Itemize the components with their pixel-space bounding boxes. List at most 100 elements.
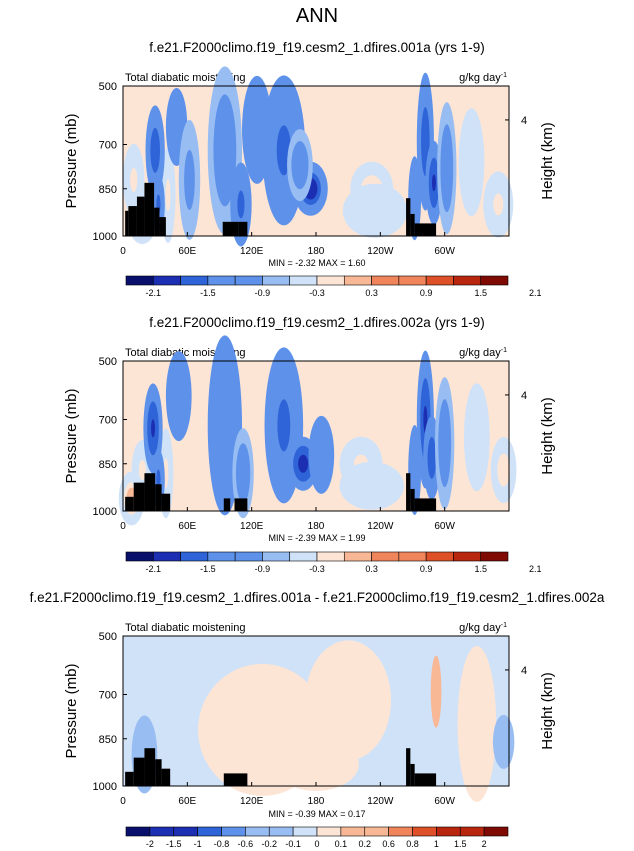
colorbar-swatch [480,275,509,286]
colorbar-swatch [292,826,318,837]
colorbar-label: 1.5 [474,288,487,298]
field-contour [342,183,408,238]
y-tick-label: 500 [99,81,117,93]
topography-block [154,207,160,236]
field-contour [138,460,146,481]
colorbar-label: 1.5 [454,839,467,849]
x-tick-label: 60E [178,521,196,532]
colorbar-swatch [234,275,263,286]
colorbar-swatch [398,275,427,286]
colorbar-swatch [262,275,291,286]
topography-block [238,221,248,236]
colorbar-swatch [343,551,372,562]
field-contour [339,461,404,510]
topography-block [155,759,162,786]
topography-block [222,221,239,236]
field-contour [249,102,265,157]
field-contour [429,447,434,469]
colorbar-label: 0.3 [365,564,378,574]
x-tick-label: 0 [120,521,126,532]
field-contour [172,373,186,419]
colorbar-swatch [436,826,461,837]
colorbar-swatch [207,275,236,286]
x-tick-label: 0 [120,796,126,807]
page-title: ANN [296,5,338,27]
colorbar-swatch [207,551,236,562]
y-tick-label: 850 [99,734,117,746]
field-contour [457,646,497,802]
field-contour [443,146,451,191]
field-contour [219,122,231,179]
colorbar-label: -0.2 [261,839,277,849]
topography-block [410,488,415,511]
chart-panel: f.e21.F2000climo.f19_f19.cesm2_1.dfires.… [63,40,556,298]
colorbar-swatch [412,826,437,837]
field-label: Total diabatic moistening [125,622,245,634]
topography-block [128,206,137,236]
y-axis-title: Pressure (mb) [63,388,80,483]
units-label: g/kg day-1 [459,72,507,84]
topography-block [133,757,145,786]
colorbar-swatch [316,275,345,286]
field-contour [430,655,442,728]
topography-block [155,484,162,511]
stats-label: MIN = -2.32 MAX = 1.60 [268,258,365,268]
x-tick-label: 60W [434,521,455,532]
colorbar-label: -2 [146,839,154,849]
y-tick-label: 700 [99,690,117,702]
y2-tick-label: 4 [521,115,527,127]
topography-block [161,768,171,786]
topography-block [125,496,134,511]
colorbar-swatch [125,826,151,837]
field-contour [305,640,392,761]
field-contour [411,447,418,493]
colorbar-swatch [125,551,154,562]
colorbar-label: -0.9 [255,564,271,574]
colorbar-label: 2.1 [529,564,542,574]
chart-title: f.e21.F2000climo.f19_f19.cesm2_1.dfires.… [149,40,484,55]
colorbar-label: 0.2 [358,839,371,849]
y-tick-label: 850 [99,459,117,471]
colorbar-swatch [125,275,154,286]
topography-block [414,223,437,236]
field-contour [463,383,490,492]
colorbar-swatch [425,551,454,562]
colorbar-swatch [459,826,485,837]
colorbar-swatch [152,551,181,562]
colorbar-label: -1.5 [200,288,216,298]
x-tick-label: 0 [120,246,126,257]
units-label: g/kg day-1 [459,347,507,359]
colorbar-swatch [343,275,372,286]
y-tick-label: 700 [99,140,117,152]
field-contour [492,714,515,769]
field-contour [171,107,182,147]
y2-tick-label: 4 [521,390,527,402]
colorbar-label: 0.6 [382,839,395,849]
colorbar-swatch [316,551,345,562]
field-contour [184,149,195,210]
colorbar-swatch [221,826,246,837]
field-contour [152,139,158,162]
colorbar-label: -0.6 [238,839,254,849]
colorbar-label: 0.9 [420,288,433,298]
colorbar-label: -1.5 [200,564,216,574]
x-tick-label: 60W [434,246,455,257]
x-tick-label: 60E [178,796,196,807]
field-contour [237,190,245,219]
field-contour [500,461,507,479]
field-contour [441,421,448,466]
colorbar-swatch [268,826,294,837]
colorbar-label: 0 [314,839,319,849]
y-tick-label: 500 [99,356,117,368]
x-tick-label: 120W [367,796,394,807]
topography-block [125,771,134,786]
field-contour [295,153,305,178]
chart-title: f.e21.F2000climo.f19_f19.cesm2_1.dfires.… [149,315,484,330]
colorbar-label: -1 [194,839,202,849]
topography-block [144,748,156,786]
colorbar-swatch [453,275,482,286]
x-tick-label: 120E [240,521,264,532]
colorbar-label: 1 [434,839,439,849]
x-tick-label: 60E [178,246,196,257]
colorbar-label: -2.1 [146,564,162,574]
